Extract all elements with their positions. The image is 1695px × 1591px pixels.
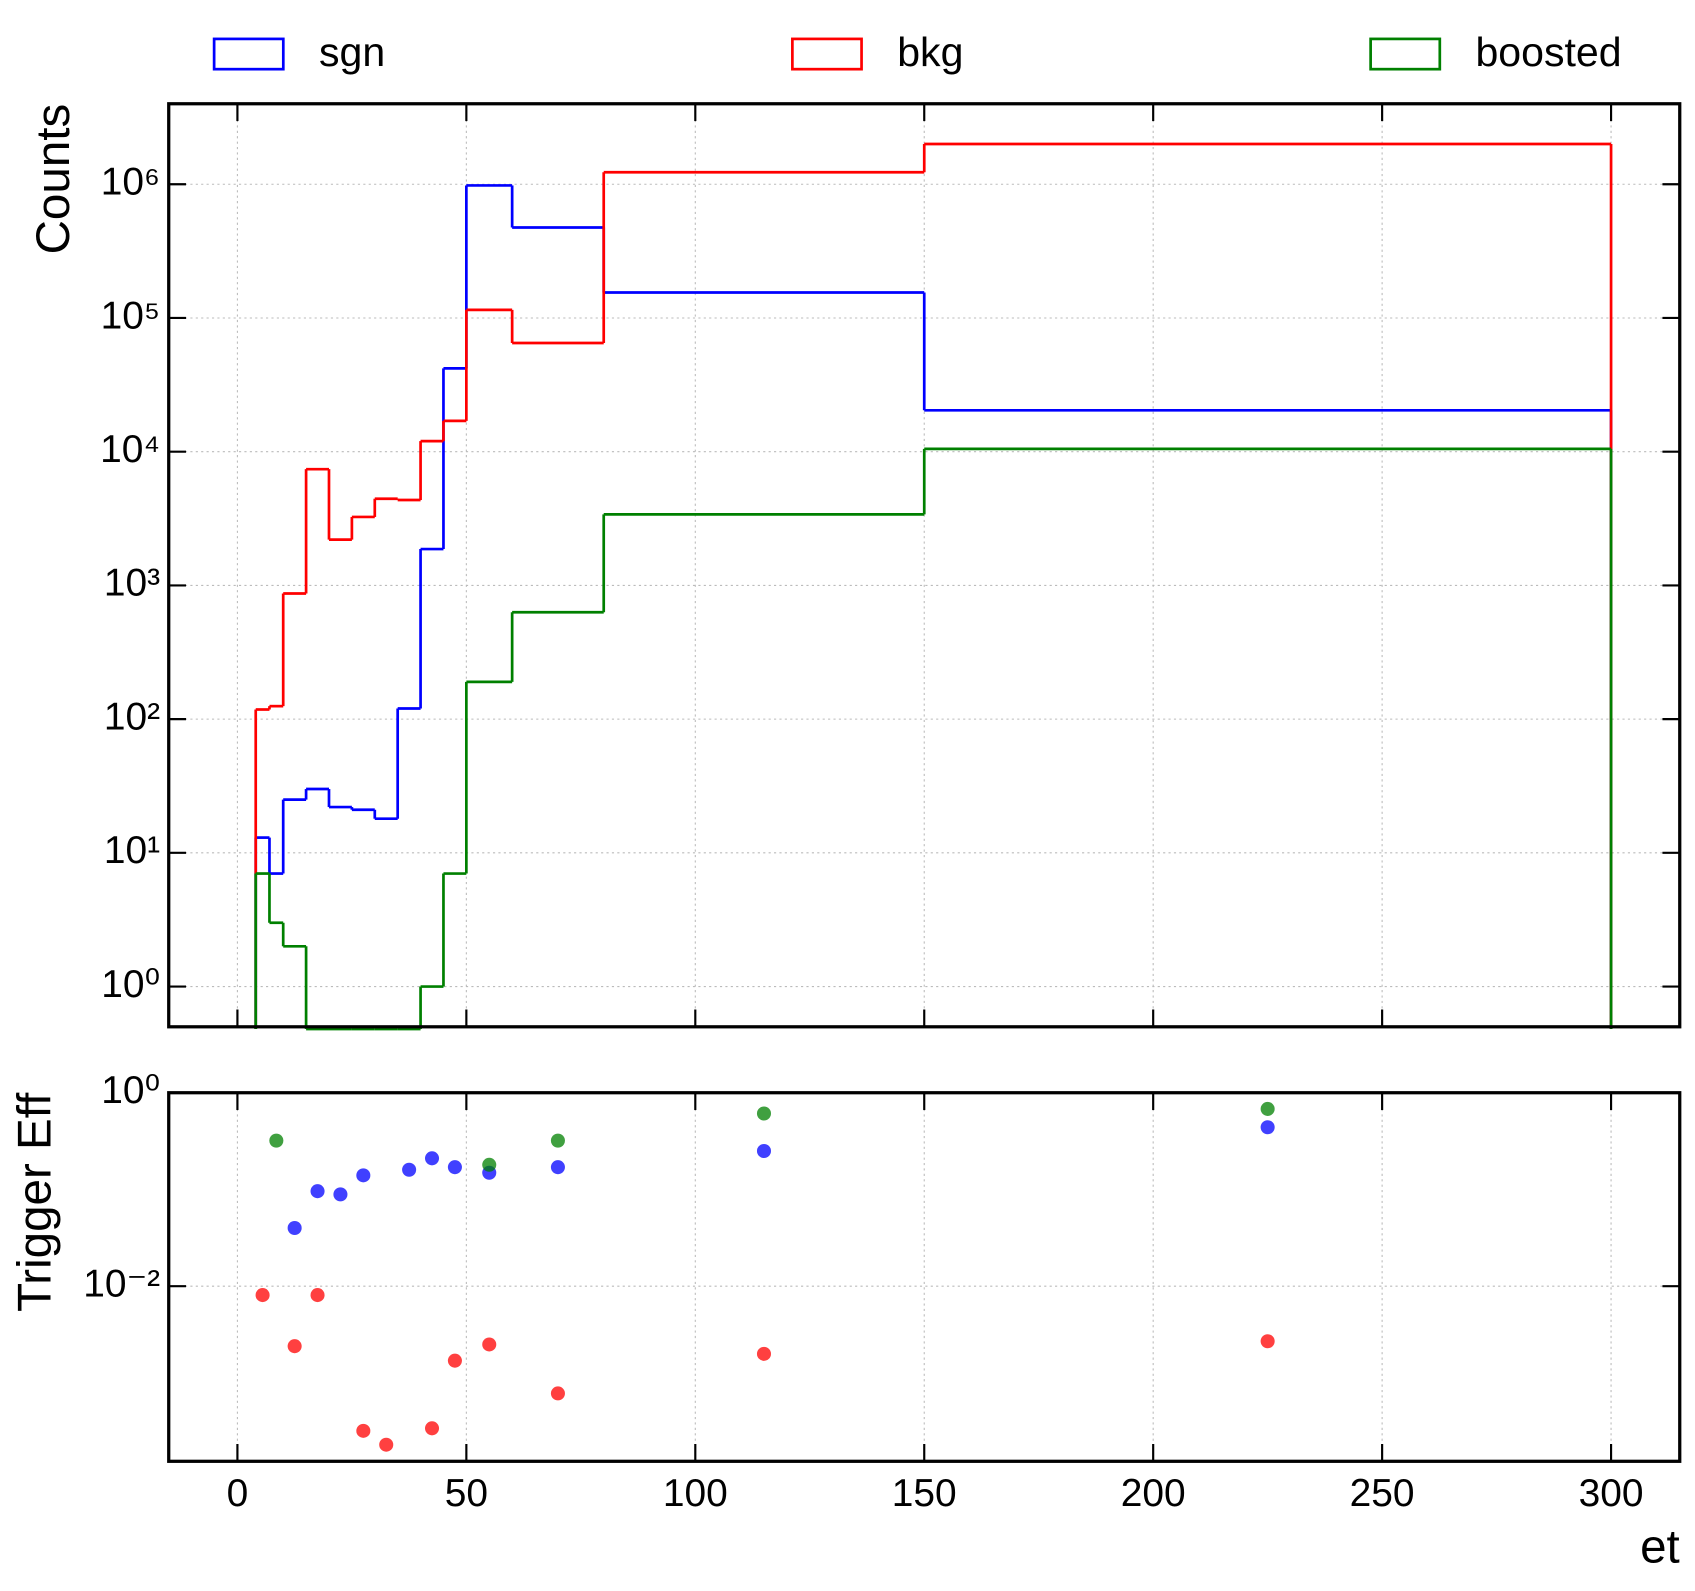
point bbox=[756, 1346, 772, 1361]
point bbox=[1260, 1334, 1275, 1349]
y-tick-label: 10⁰ bbox=[101, 1069, 160, 1112]
point bbox=[482, 1337, 497, 1352]
x-tick-label: 0 bbox=[227, 1472, 249, 1515]
y-tick-label: 10⁶ bbox=[101, 161, 160, 204]
point bbox=[550, 1133, 565, 1148]
x-axis-label: et bbox=[1640, 1520, 1680, 1573]
point bbox=[447, 1353, 462, 1368]
x-tick-label: 300 bbox=[1579, 1472, 1644, 1515]
x-tick-label: 250 bbox=[1350, 1472, 1415, 1515]
point bbox=[756, 1106, 772, 1121]
y-axis-label: Counts bbox=[27, 104, 80, 255]
legend-swatch bbox=[1369, 37, 1442, 71]
point bbox=[447, 1160, 462, 1175]
point bbox=[255, 1288, 270, 1303]
legend-swatch bbox=[212, 37, 285, 71]
point bbox=[402, 1162, 417, 1177]
y-tick-label: 10⁵ bbox=[101, 294, 160, 337]
y-tick-label: 10³ bbox=[104, 562, 160, 605]
point bbox=[550, 1386, 565, 1401]
point bbox=[756, 1143, 772, 1159]
y-tick-label: 10⁻² bbox=[83, 1263, 160, 1306]
y-tick-label: 10⁰ bbox=[101, 963, 160, 1006]
y-tick-label: 10⁴ bbox=[100, 428, 160, 471]
point bbox=[550, 1160, 565, 1175]
plot-frame bbox=[167, 1091, 1682, 1463]
x-tick-label: 100 bbox=[663, 1472, 728, 1515]
point bbox=[287, 1339, 302, 1354]
y-axis-label: Trigger Eff bbox=[9, 1092, 62, 1312]
point bbox=[1260, 1101, 1275, 1116]
legend-swatch bbox=[791, 37, 863, 71]
point bbox=[424, 1421, 440, 1436]
plot-frame bbox=[167, 102, 1682, 1029]
point bbox=[379, 1437, 394, 1452]
legend-label: bkg bbox=[897, 29, 963, 75]
point bbox=[310, 1184, 325, 1199]
point bbox=[424, 1151, 440, 1166]
x-tick-label: 50 bbox=[445, 1472, 488, 1515]
point bbox=[1260, 1120, 1275, 1135]
point bbox=[356, 1168, 371, 1183]
point bbox=[287, 1220, 302, 1236]
point bbox=[310, 1288, 325, 1303]
y-tick-label: 10² bbox=[104, 695, 160, 738]
point bbox=[482, 1157, 497, 1172]
x-tick-label: 150 bbox=[892, 1472, 957, 1515]
legend-label: boosted bbox=[1475, 29, 1621, 75]
x-tick-label: 200 bbox=[1121, 1472, 1186, 1515]
point bbox=[269, 1133, 284, 1148]
legend-label: sgn bbox=[319, 29, 385, 75]
y-tick-label: 10¹ bbox=[104, 829, 160, 872]
point bbox=[356, 1423, 371, 1438]
point bbox=[333, 1187, 348, 1202]
